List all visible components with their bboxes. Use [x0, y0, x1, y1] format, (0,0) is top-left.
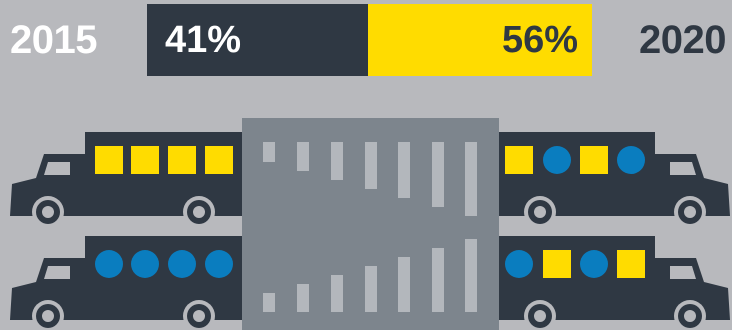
cargo-square: [505, 146, 533, 174]
truck-window: [44, 266, 70, 279]
truck-left-2: [10, 236, 242, 330]
wheel-hub: [42, 310, 54, 322]
truck-cargo-box: [85, 236, 242, 320]
truck-right-1: [499, 132, 730, 228]
tunnel-stripe-top: [263, 142, 275, 162]
tunnel-stripe-top: [297, 142, 309, 171]
tunnel-stripe-bottom: [263, 293, 275, 312]
tunnel-stripe-top: [398, 142, 410, 198]
wheel-hub: [534, 310, 546, 322]
cargo-square: [168, 146, 196, 174]
truck-left-1: [10, 132, 242, 228]
year-end-label: 2020: [639, 18, 726, 62]
share-bar-2020: 56%: [368, 4, 592, 76]
truck-right-2: [499, 236, 730, 330]
tunnel-stripe-bottom: [398, 257, 410, 312]
wheel-hub: [193, 206, 205, 218]
cargo-square: [543, 250, 571, 278]
tunnel-stripe-bottom: [465, 239, 477, 312]
cargo-circle: [168, 250, 196, 278]
wheel-hub: [534, 206, 546, 218]
cargo-circle: [131, 250, 159, 278]
cargo-circle: [580, 250, 608, 278]
tunnel-stripe-top: [365, 142, 377, 189]
cargo-square: [131, 146, 159, 174]
cargo-square: [617, 250, 645, 278]
tunnel-stripe-bottom: [331, 275, 343, 312]
cargo-circle: [205, 250, 233, 278]
share-2020-label: 56%: [501, 19, 578, 61]
cargo-square: [205, 146, 233, 174]
cargo-circle: [543, 146, 571, 174]
share-bar-2015: 41%: [147, 4, 368, 76]
tunnel-stripe-top: [465, 142, 477, 216]
wheel-hub: [42, 206, 54, 218]
cargo-circle: [505, 250, 533, 278]
truck-window: [670, 266, 696, 279]
tunnel-stripe-top: [331, 142, 343, 180]
cargo-circle: [95, 250, 123, 278]
trucks-group: [10, 132, 730, 330]
truck-window: [670, 162, 696, 175]
share-comparison-bar: 41% 56%: [147, 4, 592, 76]
truck-window: [44, 162, 70, 175]
wheel-hub: [684, 310, 696, 322]
tunnel-stripe-bottom: [432, 248, 444, 312]
cargo-circle: [617, 146, 645, 174]
cargo-square: [95, 146, 123, 174]
wheel-hub: [193, 310, 205, 322]
tunnel-graphic: [242, 118, 499, 330]
cargo-square: [580, 146, 608, 174]
tunnel-stripe-bottom: [297, 284, 309, 312]
wheel-hub: [684, 206, 696, 218]
tunnel-stripe-top: [432, 142, 444, 207]
tunnel-stripe-bottom: [365, 266, 377, 312]
year-start-label: 2015: [10, 18, 97, 62]
share-2015-label: 41%: [165, 19, 242, 61]
